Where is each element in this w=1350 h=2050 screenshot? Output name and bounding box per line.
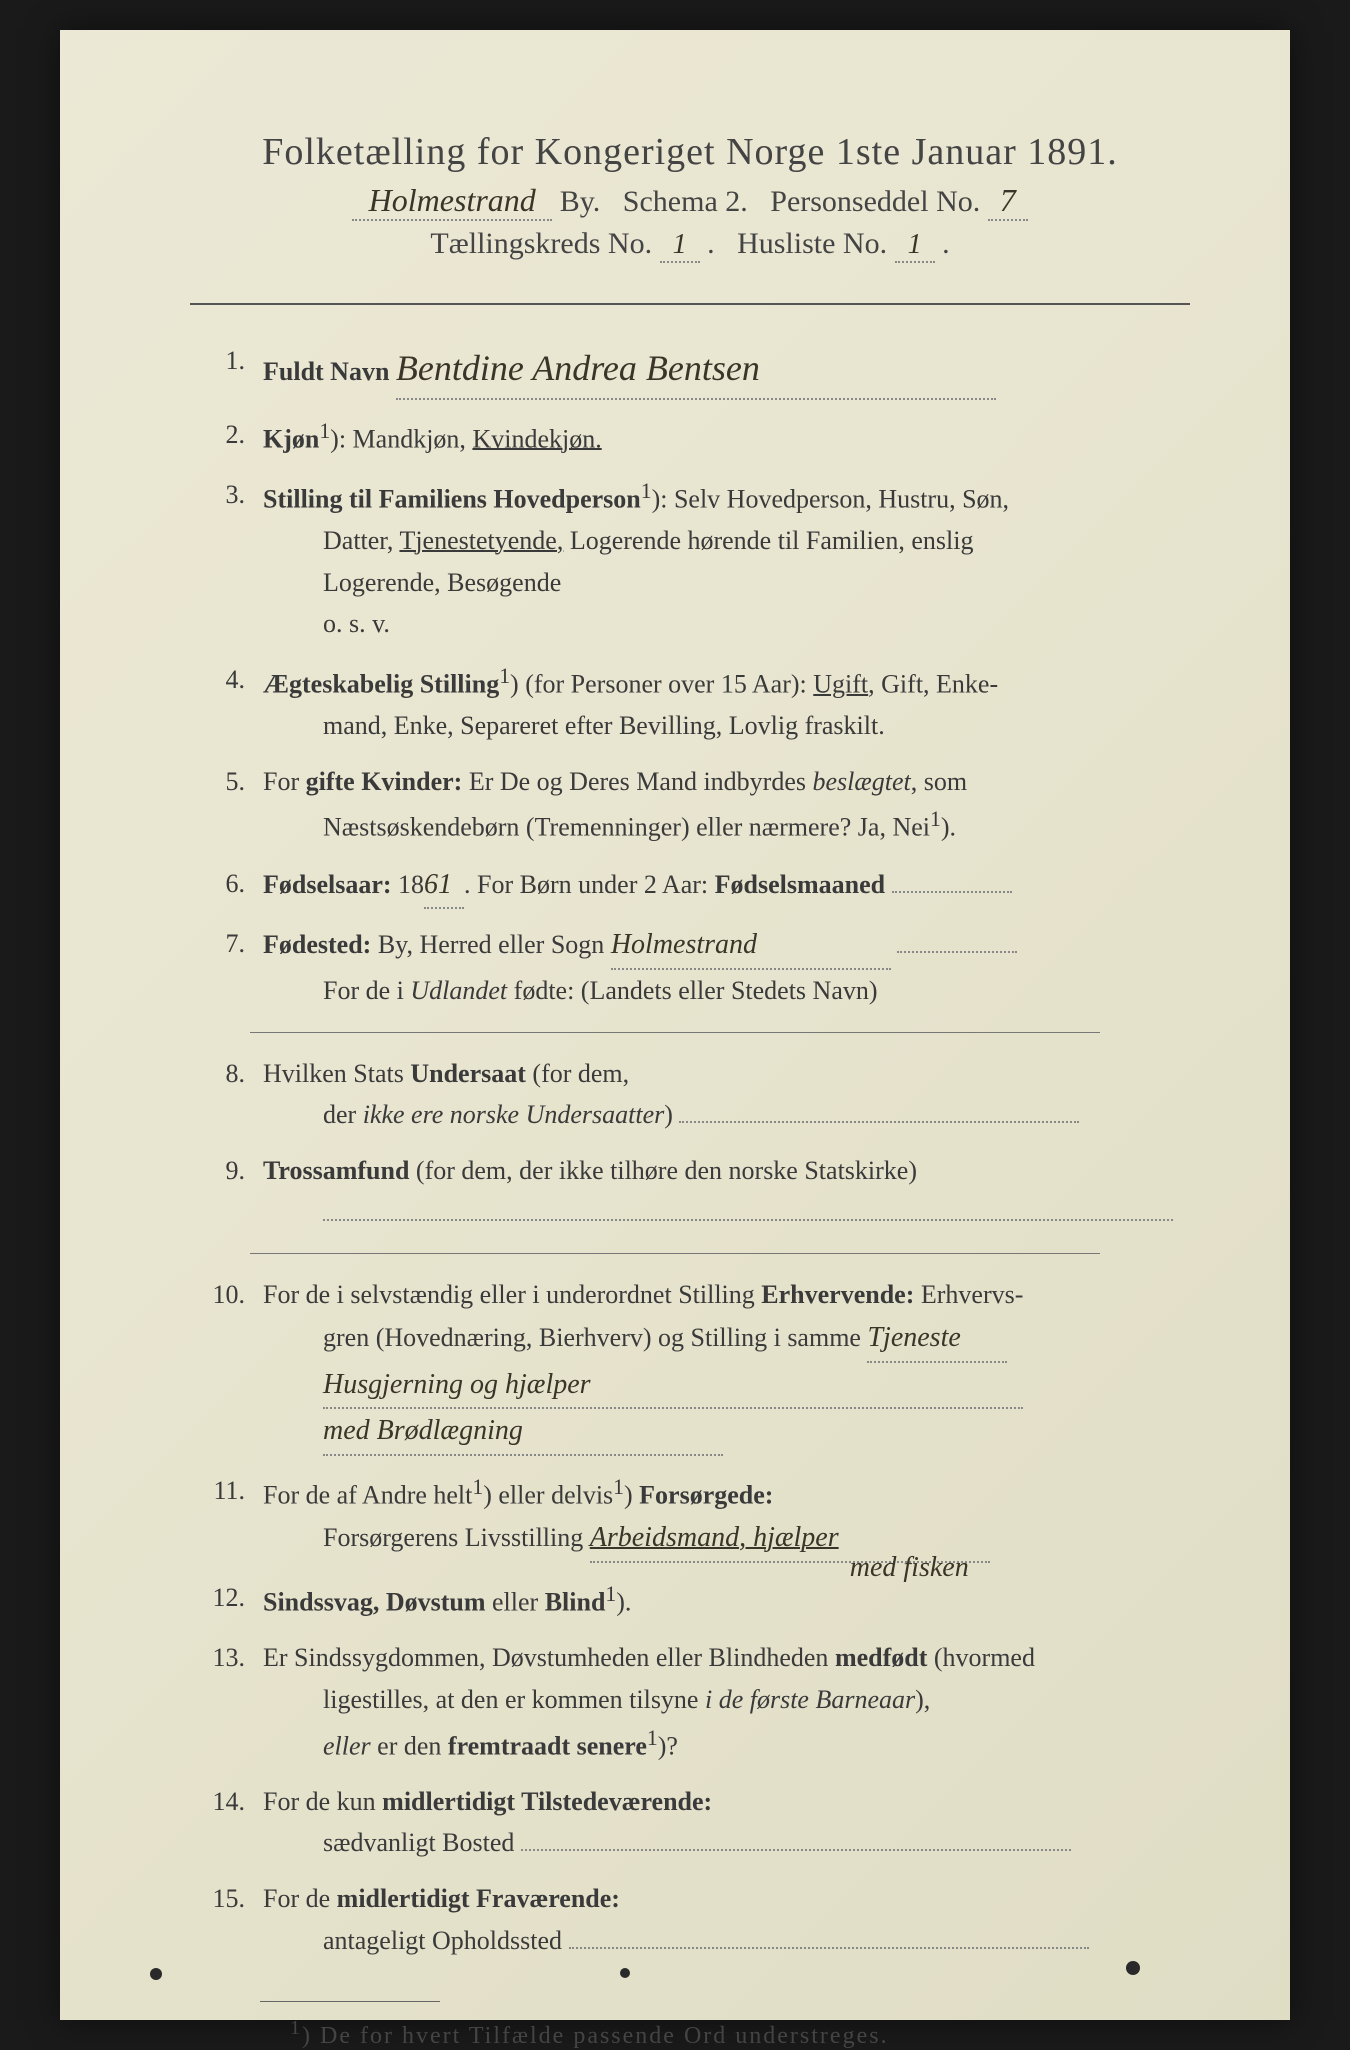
label-kreds: Tællingskreds No. bbox=[430, 227, 652, 260]
occupation-hw2: Husgjerning og hjælper bbox=[323, 1363, 591, 1408]
form-title: Folketælling for Kongeriget Norge 1ste J… bbox=[190, 130, 1190, 174]
name-handwritten: Bentdine Andrea Bentsen bbox=[396, 340, 760, 398]
provider-hw: Arbeidsmand, hjælper bbox=[590, 1516, 839, 1561]
label-schema: Schema 2. bbox=[623, 185, 748, 218]
item-5: 5. For gifte Kvinder: Er De og Deres Man… bbox=[190, 761, 1190, 849]
city-handwritten: Holmestrand bbox=[369, 182, 536, 219]
provider-hw2: med fisken bbox=[850, 1546, 969, 1591]
occupation-hw3: med Brødlægning bbox=[323, 1409, 523, 1454]
label-fodested: Fødested: bbox=[263, 930, 371, 959]
item-3: 3. Stilling til Familiens Hovedperson1):… bbox=[190, 474, 1190, 645]
footnote: 1) De for hvert Tilfælde passende Ord un… bbox=[190, 2017, 1190, 2050]
birthplace-handwritten: Holmestrand bbox=[611, 923, 757, 968]
item-7: 7. Fødested: By, Herred eller Sogn Holme… bbox=[190, 923, 1190, 1011]
item-13: 13. Er Sindssygdommen, Døvstumheden elle… bbox=[190, 1637, 1190, 1766]
item-11: 11. For de af Andre helt1) eller delvis1… bbox=[190, 1470, 1190, 1563]
kvindekjon-underlined: Kvindekjøn. bbox=[472, 424, 601, 453]
label-husliste: Husliste No. bbox=[737, 227, 887, 260]
kreds-no: 1 bbox=[673, 229, 687, 261]
divider-top bbox=[190, 303, 1190, 305]
census-form-page: Folketælling for Kongeriget Norge 1ste J… bbox=[60, 30, 1290, 2020]
item-12: 12. Sindssvag, Døvstum eller Blind1). bbox=[190, 1577, 1190, 1623]
item-9: 9. Trossamfund (for dem, der ikke tilhør… bbox=[190, 1150, 1190, 1233]
divider-mid1 bbox=[250, 1032, 1100, 1033]
label-trossamfund: Trossamfund bbox=[263, 1156, 409, 1185]
header-line-1: Holmestrand By. Schema 2. Personseddel N… bbox=[190, 182, 1190, 221]
divider-mid2 bbox=[250, 1253, 1100, 1254]
ink-spot-1 bbox=[150, 1968, 162, 1980]
husliste-no: 1 bbox=[908, 229, 922, 261]
item-1: 1. Fuldt Navn Bentdine Andrea Bentsen bbox=[190, 340, 1190, 400]
label-aegteskab: Ægteskabelig Stilling bbox=[263, 670, 499, 699]
item-2: 2. Kjøn1): Mandkjøn, Kvindekjøn. bbox=[190, 414, 1190, 460]
occupation-hw1: Tjeneste bbox=[867, 1316, 960, 1361]
item-10: 10. For de i selvstændig eller i underor… bbox=[190, 1274, 1190, 1456]
label-fuldtnavn: Fuldt Navn bbox=[263, 357, 389, 386]
item-8: 8. Hvilken Stats Undersaat (for dem, der… bbox=[190, 1053, 1190, 1136]
label-stilling: Stilling til Familiens Hovedperson bbox=[263, 485, 641, 514]
item-15: 15. For de midlertidigt Fraværende: anta… bbox=[190, 1878, 1190, 1961]
label-by: By. bbox=[560, 185, 601, 218]
birthyear-handwritten: 61 bbox=[424, 863, 452, 908]
tjenestetyende-underlined: Tjenestetyende, bbox=[399, 526, 563, 555]
label-fodselsaar: Fødselsaar: bbox=[263, 870, 392, 899]
item-14: 14. For de kun midlertidigt Tilstedevære… bbox=[190, 1781, 1190, 1864]
footnote-rule bbox=[260, 2001, 440, 2002]
item-4: 4. Ægteskabelig Stilling1) (for Personer… bbox=[190, 659, 1190, 747]
item-6: 6. Fødselsaar: 1861. For Børn under 2 Aa… bbox=[190, 863, 1190, 910]
ink-spot-2 bbox=[620, 1968, 630, 1978]
ugift-underlined: Ugift bbox=[813, 670, 868, 699]
header-line-2: Tællingskreds No. 1 . Husliste No. 1 . bbox=[190, 227, 1190, 263]
ink-spot-3 bbox=[1126, 1961, 1140, 1975]
personseddel-no: 7 bbox=[1000, 182, 1016, 219]
label-personseddel: Personseddel No. bbox=[770, 185, 980, 218]
label-kjon: Kjøn bbox=[263, 424, 319, 453]
